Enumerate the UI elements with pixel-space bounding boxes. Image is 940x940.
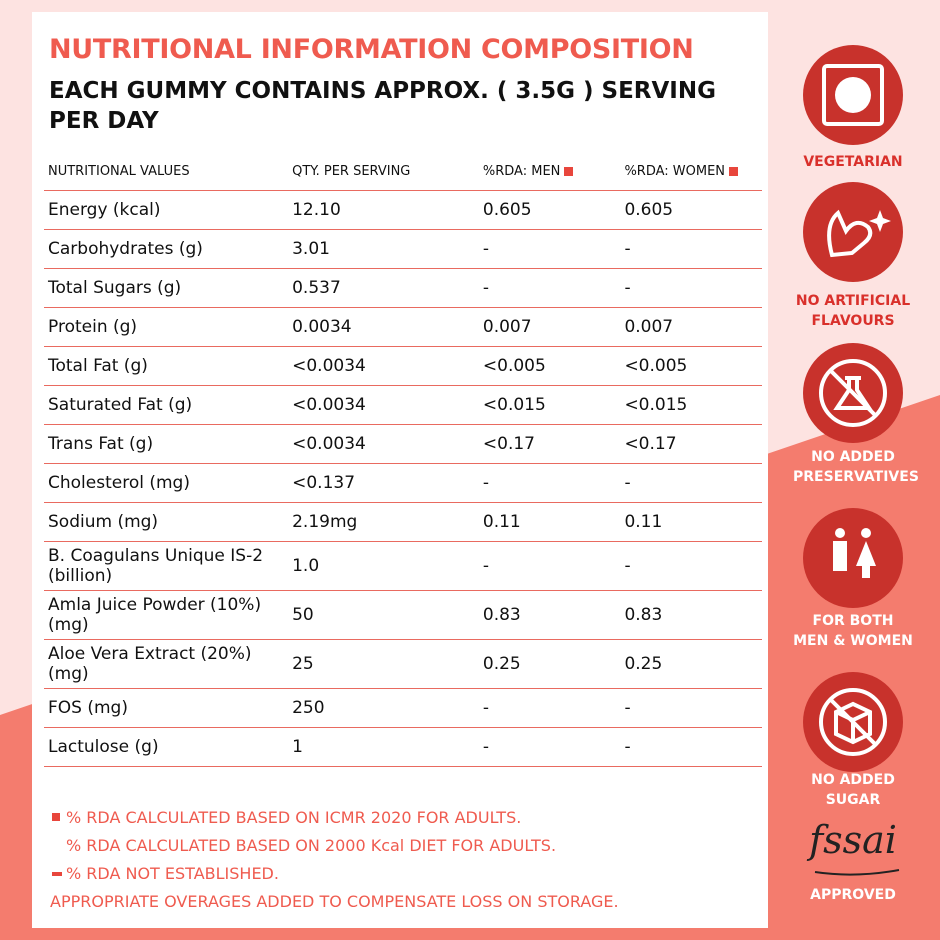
table-row: Saturated Fat (g) <0.0034 <0.015 <0.015 [44, 385, 762, 425]
table-cell: Carbohydrates (g) [44, 229, 289, 269]
table-cell: 12.10 [288, 190, 479, 230]
table-cell: - [478, 688, 621, 728]
table-cell: Total Fat (g) [44, 346, 289, 386]
table-cell: - [478, 727, 621, 767]
column-header: NUTRITIONAL VALUES [48, 163, 190, 179]
footnote-text: % RDA NOT ESTABLISHED. [66, 864, 279, 883]
table-cell: <0.17 [620, 424, 762, 464]
table-cell: Energy (kcal) [44, 190, 289, 230]
table-row: Amla Juice Powder (10%) (mg) 50 0.83 0.83 [44, 590, 762, 640]
table-cell: <0.005 [620, 346, 762, 386]
footnote: % RDA CALCULATED BASED ON ICMR 2020 FOR … [50, 804, 619, 832]
table-cell: <0.0034 [288, 385, 479, 425]
table-cell: - [620, 688, 762, 728]
table-row: Trans Fat (g) <0.0034 <0.17 <0.17 [44, 424, 762, 464]
column-header-text: %RDA: MEN [482, 163, 561, 179]
table-cell: 0.83 [478, 590, 621, 640]
table-cell: 0.0034 [288, 307, 479, 347]
table-cell: 0.605 [478, 190, 621, 230]
table-cell: <0.137 [288, 463, 479, 503]
table-row: FOS (mg) 250- - [44, 688, 762, 728]
table-cell: Amla Juice Powder (10%) (mg) [44, 590, 289, 640]
table-row: B. Coagulans Unique IS-2 (billion) 1.0- - [44, 541, 762, 591]
table-cell: - [478, 268, 621, 308]
table-cell: 0.83 [620, 590, 762, 640]
table-cell: Protein (g) [44, 307, 289, 347]
table-cell: 0.11 [478, 502, 621, 542]
table-row: Sodium (mg) 2.19mg 0.11 0.11 [44, 502, 762, 542]
table-cell: Trans Fat (g) [44, 424, 289, 464]
table-cell: <0.015 [478, 385, 621, 425]
table-cell: - [620, 229, 762, 269]
table-cell: 0.007 [478, 307, 621, 347]
table-cell: B. Coagulans Unique IS-2 (billion) [44, 541, 289, 591]
table-cell: 0.007 [620, 307, 762, 347]
footnote-text: APPROPRIATE OVERAGES ADDED TO COMPENSATE… [50, 892, 619, 911]
table-cell: - [620, 268, 762, 308]
nutrition-table: NUTRITIONAL VALUES QTY. PER SERVING %RDA… [44, 152, 762, 767]
table-cell: - [478, 463, 621, 503]
table-cell: Saturated Fat (g) [44, 385, 289, 425]
marker [729, 166, 739, 176]
badge-label: NO ARTIFICIAL FLAVOURS [795, 293, 911, 329]
table-row: Total Sugars (g) 0.537- - [44, 268, 762, 308]
table-cell: Aloe Vera Extract (20%) (mg) [44, 639, 289, 689]
table-cell: <0.015 [620, 385, 762, 425]
table-cell: - [620, 727, 762, 767]
table-cell: - [620, 541, 762, 591]
table-row: Energy (kcal) 12.10 0.605 0.605 [44, 190, 762, 230]
table-cell: 0.605 [620, 190, 762, 230]
table-cell: <0.0034 [288, 346, 479, 386]
column-header: %RDA: MEN [479, 152, 621, 191]
badge-label: NO ADDED PRESERVATIVES [793, 449, 919, 485]
badge-label: FOR BOTH MEN & WOMEN [793, 613, 913, 649]
table-cell: FOS (mg) [44, 688, 289, 728]
table-cell: 3.01 [288, 229, 479, 269]
table-cell: 2.19mg [288, 502, 479, 542]
table-row: Lactulose (g) 1- - [44, 727, 762, 767]
table-cell: <0.0034 [288, 424, 479, 464]
badge-label: NO ADDED SUGAR [811, 772, 895, 808]
fssai-logo: fssai [809, 818, 897, 862]
table-cell: Total Sugars (g) [44, 268, 289, 308]
table-cell: <0.005 [478, 346, 621, 386]
table-cell: 1 [288, 727, 479, 767]
table-cell: - [620, 463, 762, 503]
column-header: QTY. PER SERVING [292, 163, 411, 179]
table-row: Total Fat (g) <0.0034 <0.005 <0.005 [44, 346, 762, 386]
table-cell: Cholesterol (mg) [44, 463, 289, 503]
column-header-text: %RDA: WOMEN [624, 163, 726, 179]
footnotes: % RDA CALCULATED BASED ON ICMR 2020 FOR … [50, 804, 619, 916]
footnote: % RDA CALCULATED BASED ON 2000 Kcal DIET… [50, 832, 619, 860]
table-cell: Sodium (mg) [44, 502, 289, 542]
footnote: % RDA NOT ESTABLISHED. [50, 860, 619, 888]
card: NUTRITIONAL INFORMATION COMPOSITION EACH… [32, 12, 768, 928]
table-cell: - [478, 541, 621, 591]
title: NUTRITIONAL INFORMATION COMPOSITION [49, 34, 694, 65]
footnote-text: % RDA CALCULATED BASED ON 2000 Kcal DIET… [66, 836, 557, 855]
table-cell: <0.17 [478, 424, 621, 464]
table-row: Aloe Vera Extract (20%) (mg) 25 0.25 0.25 [44, 639, 762, 689]
table-cell: 0.25 [478, 639, 621, 689]
table-cell: 0.537 [288, 268, 479, 308]
table-cell: 1.0 [288, 541, 479, 591]
table-row: Cholesterol (mg) <0.137- - [44, 463, 762, 503]
marker [564, 166, 574, 176]
table-cell: 50 [288, 590, 479, 640]
table-cell: 25 [288, 639, 479, 689]
table-cell: 0.11 [620, 502, 762, 542]
footnote-text: % RDA CALCULATED BASED ON ICMR 2020 FOR … [66, 808, 522, 827]
table-row: Carbohydrates (g) 3.01- - [44, 229, 762, 269]
certification-label: APPROVED [810, 887, 896, 903]
table-cell: 250 [288, 688, 479, 728]
column-header: %RDA: WOMEN [620, 152, 762, 191]
footnote: APPROPRIATE OVERAGES ADDED TO COMPENSATE… [50, 888, 619, 916]
badge-label: VEGETARIAN [803, 154, 903, 170]
table-cell: - [478, 229, 621, 269]
subtitle: EACH GUMMY CONTAINS APPROX. ( 3.5G ) SER… [49, 78, 716, 134]
table-cell: Lactulose (g) [44, 727, 289, 767]
table-row: Protein (g) 0.0034 0.007 0.007 [44, 307, 762, 347]
table-cell: 0.25 [620, 639, 762, 689]
